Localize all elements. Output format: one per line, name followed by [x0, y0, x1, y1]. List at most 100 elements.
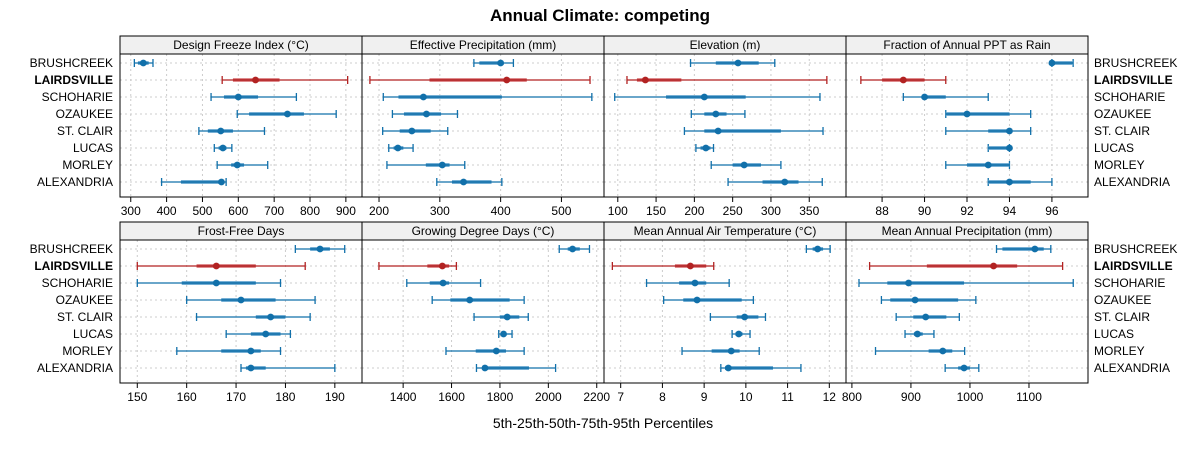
x-tick-label: 900 [901, 390, 921, 404]
median-point [234, 93, 242, 101]
median-point [1006, 144, 1013, 152]
median-point [420, 93, 427, 101]
x-tick-label: 1400 [390, 390, 417, 404]
x-tick-label: 1000 [957, 390, 984, 404]
x-tick-label: 1800 [487, 390, 514, 404]
site-marker-group [388, 144, 414, 152]
median-point [702, 144, 710, 152]
panel-title: Effective Precipitation (mm) [410, 38, 557, 52]
x-tick-label: 1100 [1016, 390, 1042, 404]
site-marker-group [727, 178, 823, 186]
median-point [724, 364, 732, 372]
median-point [247, 364, 255, 372]
site-marker-group [216, 161, 269, 169]
median-point [460, 178, 467, 186]
site-marker-group [614, 93, 821, 101]
panel-7: Mean Annual Air Temperature (°C) 7 8 9 10 11 1… [603, 221, 847, 404]
median-point [500, 330, 507, 338]
median-point [139, 59, 147, 67]
site-label-right: LAIRDSVILLE [1094, 73, 1173, 87]
site-label-right: OZAUKEE [1094, 107, 1151, 121]
site-marker-group [136, 262, 306, 270]
site-label-left: OZAUKEE [56, 107, 113, 121]
site-label-left: LAIRDSVILLE [34, 259, 113, 273]
site-marker-group [294, 245, 346, 253]
site-marker-group [213, 144, 233, 152]
site-marker-group [945, 110, 1032, 118]
median-point [1006, 127, 1013, 135]
site-marker-group [436, 178, 503, 186]
median-point [394, 144, 402, 152]
panel-4: Fraction of Annual PPT as Rain 88 90 92 94 96 [845, 35, 1089, 218]
median-point [734, 59, 742, 67]
site-marker-group [720, 364, 802, 372]
median-point [641, 76, 649, 84]
site-label-left: SCHOHARIE [42, 90, 113, 104]
x-tick-label: 180 [275, 390, 295, 404]
median-point [503, 313, 511, 321]
site-marker-group [133, 59, 154, 67]
site-marker-group [945, 161, 1011, 169]
site-marker-group [431, 296, 525, 304]
site-marker-group [944, 364, 980, 372]
site-marker-group [240, 364, 336, 372]
site-marker-group [445, 347, 525, 355]
median-point [237, 296, 245, 304]
x-tick-label: 190 [325, 390, 345, 404]
median-point [693, 296, 701, 304]
panel-title: Growing Degree Days (°C) [412, 224, 555, 238]
panel-border [603, 239, 847, 384]
x-tick-label: 500 [551, 204, 571, 218]
median-point [408, 127, 416, 135]
median-point [218, 178, 225, 186]
median-point [569, 245, 576, 253]
site-marker-group [473, 313, 529, 321]
site-label-left: ALEXANDRIA [37, 175, 113, 189]
median-point [212, 262, 220, 270]
site-marker-group [895, 313, 960, 321]
median-point [233, 161, 241, 169]
site-marker-group [210, 93, 298, 101]
x-tick-label: 250 [723, 204, 743, 218]
median-point [990, 262, 997, 270]
site-marker-group [195, 313, 311, 321]
median-point [212, 279, 220, 287]
x-axis-label: 5th-25th-50th-75th-95th Percentiles [493, 415, 713, 431]
x-tick-label: 300 [761, 204, 781, 218]
x-tick-label: 600 [228, 204, 248, 218]
median-point [921, 93, 928, 101]
median-point [439, 279, 447, 287]
panel-1: Design Freeze Index (°C) 300 400 500 600 700 8… [119, 35, 363, 218]
median-point [984, 161, 992, 169]
median-point [1006, 178, 1013, 186]
median-point [423, 110, 430, 118]
site-marker-group [681, 347, 760, 355]
panel-title: Fraction of Annual PPT as Rain [883, 38, 1050, 52]
site-marker-group [386, 161, 466, 169]
site-label-left: ALEXANDRIA [37, 361, 113, 375]
site-marker-group [236, 110, 337, 118]
panel-border [119, 53, 363, 198]
panel-5: Frost-Free Days 150 160 170 180 190 [119, 221, 363, 404]
site-marker-group [475, 364, 557, 372]
site-label-left: ST. CLAIR [57, 124, 113, 138]
x-tick-label: 400 [157, 204, 177, 218]
median-point [740, 161, 748, 169]
median-point [262, 330, 270, 338]
panel-border [845, 239, 1089, 384]
median-point [503, 76, 511, 84]
site-label-left: ST. CLAIR [57, 310, 113, 324]
site-label-right: BRUSHCREEK [1094, 56, 1177, 70]
site-marker-group [710, 161, 782, 169]
panel-border [361, 239, 605, 384]
site-label-right: MORLEY [1094, 344, 1145, 358]
site-marker-group [868, 262, 1064, 270]
x-tick-label: 11 [781, 390, 794, 404]
median-point [727, 347, 735, 355]
x-tick-label: 160 [177, 390, 197, 404]
site-marker-group [805, 245, 831, 253]
x-tick-label: 12 [823, 390, 837, 404]
median-point [219, 144, 227, 152]
median-point [247, 347, 255, 355]
